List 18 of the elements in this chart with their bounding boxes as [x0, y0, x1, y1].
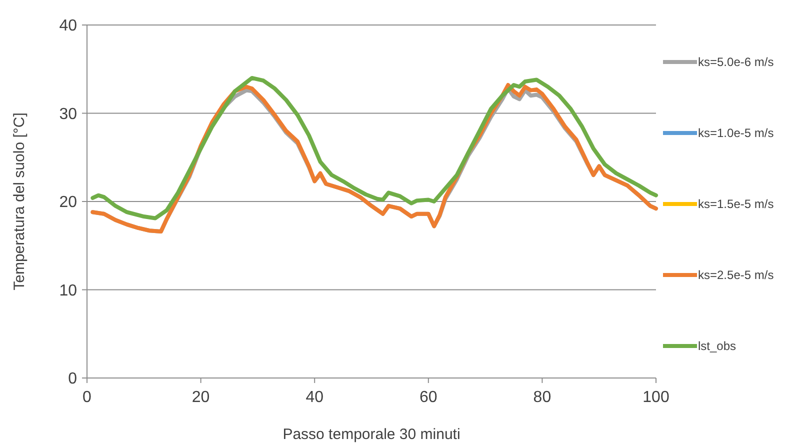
y-tick-label: 30 — [59, 106, 78, 123]
x-tick-label: 20 — [192, 389, 210, 406]
x-tick-label: 40 — [306, 389, 324, 406]
y-tick-label: 10 — [59, 282, 78, 300]
y-axis-title: Temperatura del suolo [°C] — [11, 112, 28, 290]
y-tick-label: 40 — [59, 18, 78, 35]
x-tick-label: 60 — [420, 389, 438, 406]
x-tick-label: 80 — [533, 389, 552, 406]
x-tick-label: 0 — [82, 389, 92, 406]
legend-label: ks=1.0e-5 m/s — [698, 126, 774, 140]
y-tick-label: 20 — [59, 194, 78, 212]
legend-label: lst_obs — [698, 339, 736, 354]
legend-label: ks=1.5e-5 m/s — [698, 197, 774, 212]
legend-label: ks=5.0e-6 m/s — [698, 55, 774, 70]
x-axis-title: Passo temporale 30 minuti — [282, 426, 460, 443]
y-tick-label: 0 — [68, 370, 78, 388]
legend-label: ks=2.5e-5 m/s — [698, 268, 774, 282]
x-tick-label: 100 — [642, 389, 670, 406]
